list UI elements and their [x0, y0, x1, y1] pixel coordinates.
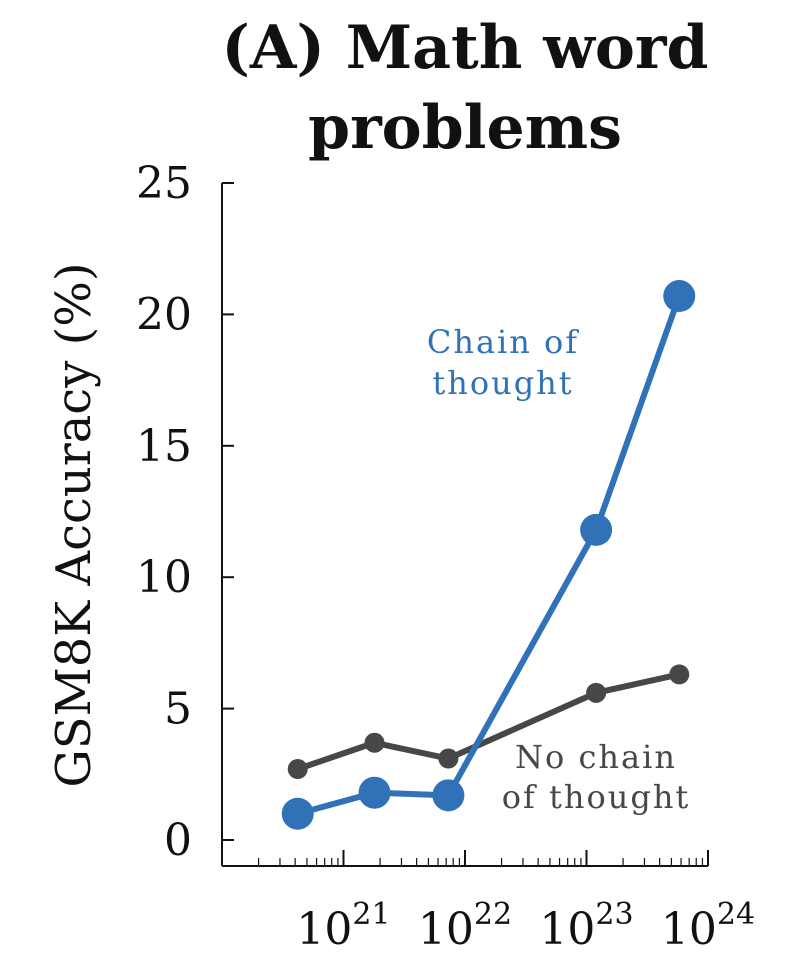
- data-point: [586, 682, 607, 703]
- x-tick-label: 1023: [539, 897, 633, 955]
- ticks: 0 5 10 15 20 25 1021 1022 1023 1024: [136, 158, 755, 955]
- y-tick-label: 10: [136, 552, 192, 603]
- series-label: of thought: [502, 778, 691, 816]
- y-tick-label: 5: [164, 684, 192, 735]
- y-tick-label: 0: [164, 815, 192, 866]
- data-point: [432, 779, 465, 812]
- data-point: [287, 759, 308, 780]
- x-tick-label: 1022: [418, 897, 512, 955]
- chart-title-line-1: (A) Math word: [222, 13, 709, 83]
- x-tick-label: 1024: [661, 897, 755, 955]
- series-label: No chain: [515, 738, 677, 776]
- data-point: [669, 664, 690, 685]
- data-point: [364, 732, 385, 753]
- series-label: Chain of: [427, 323, 579, 361]
- data-point: [281, 797, 314, 830]
- y-tick-label: 15: [136, 421, 192, 472]
- data-point: [358, 776, 391, 809]
- data-point: [438, 748, 459, 769]
- series-layer: [281, 280, 696, 830]
- x-tick-label: 1021: [296, 897, 390, 955]
- y-tick-label: 20: [136, 289, 192, 340]
- data-point: [663, 280, 696, 313]
- chart-title-line-2: problems: [308, 93, 622, 163]
- data-point: [580, 513, 613, 546]
- y-tick-label: 25: [136, 158, 192, 209]
- series-label: thought: [432, 364, 573, 402]
- y-axis-label: GSM8K Accuracy (%): [46, 262, 102, 787]
